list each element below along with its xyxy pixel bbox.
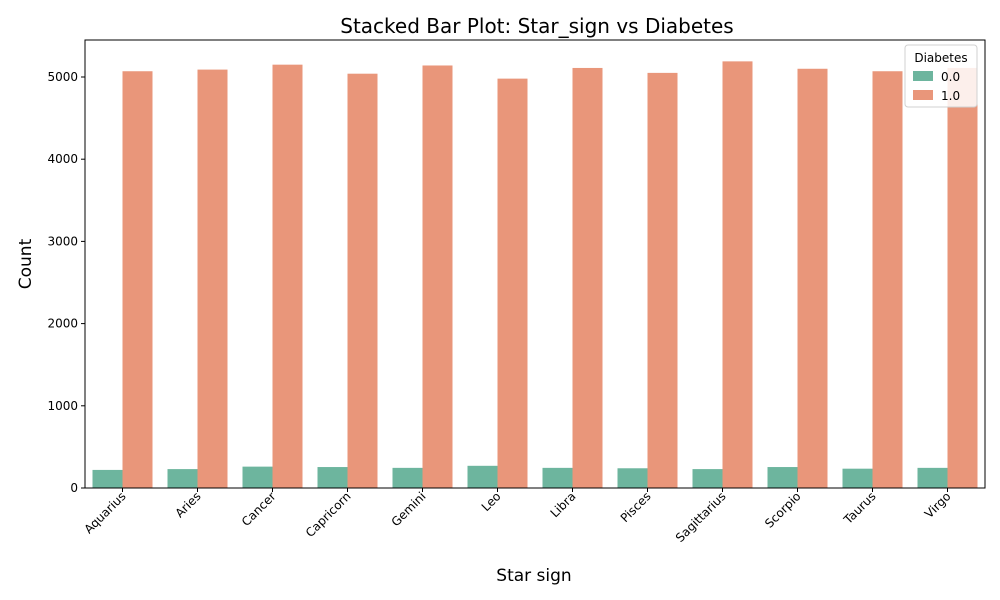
bar-capricorn-series-0 [317, 467, 348, 488]
y-tick-label: 0 [70, 481, 78, 495]
bar-scorpio-series-0 [767, 467, 798, 488]
x-tick-label: Virgo [922, 489, 954, 521]
bar-cancer-series-0 [242, 466, 273, 488]
bar-aquarius-series-1 [122, 71, 153, 489]
x-tick-label: Cancer [239, 489, 279, 529]
x-tick-label: Libra [548, 489, 579, 520]
bar-pisces-series-1 [647, 72, 678, 488]
bar-gemini-series-1 [422, 65, 453, 488]
bar-virgo-series-0 [917, 467, 948, 488]
chart-title: Stacked Bar Plot: Star_sign vs Diabetes [340, 14, 733, 38]
bar-scorpio-series-1 [797, 68, 828, 489]
bar-pisces-series-0 [617, 468, 648, 488]
y-tick-label: 5000 [47, 70, 78, 84]
bar-capricorn-series-1 [347, 73, 378, 488]
legend-swatch [913, 90, 933, 100]
bar-aries-series-1 [197, 69, 228, 488]
x-tick-label: Leo [479, 489, 504, 514]
legend-entry-label: 1.0 [941, 89, 960, 103]
legend-swatch [913, 71, 933, 81]
bar-taurus-series-0 [842, 468, 873, 488]
x-tick-label: Taurus [840, 489, 878, 527]
y-tick-label: 1000 [47, 399, 78, 413]
bar-libra-series-0 [542, 467, 573, 488]
y-tick-label: 3000 [47, 234, 78, 248]
legend: Diabetes 0.0 1.0 [904, 44, 978, 108]
x-tick-label: Gemini [389, 489, 429, 529]
y-tick-label: 4000 [47, 152, 78, 166]
x-tick-label: Aquarius [81, 489, 128, 536]
bar-libra-series-1 [572, 67, 603, 488]
bar-sagittarius-series-0 [692, 469, 723, 488]
legend-entry-label: 0.0 [941, 70, 960, 84]
x-tick-label: Scorpio [762, 489, 804, 531]
plot-frame [84, 39, 986, 489]
bar-leo-series-0 [467, 465, 498, 488]
y-axis-title: Count [16, 238, 36, 289]
x-tick-label: Sagittarius [673, 489, 729, 545]
bar-virgo-series-1 [947, 67, 978, 488]
legend-title: Diabetes [914, 51, 967, 65]
bar-aquarius-series-0 [92, 469, 123, 488]
bar-aries-series-0 [167, 469, 198, 488]
x-tick-label: Capricorn [303, 489, 354, 540]
bar-leo-series-1 [497, 78, 528, 488]
bar-taurus-series-1 [872, 71, 903, 489]
x-tick-label: Aries [172, 489, 203, 520]
x-axis-title: Star sign [496, 566, 571, 586]
bars-layer [92, 61, 978, 489]
bar-gemini-series-0 [392, 467, 423, 488]
y-tick-label: 2000 [47, 317, 78, 331]
bar-sagittarius-series-1 [722, 61, 753, 489]
bar-cancer-series-1 [272, 64, 303, 488]
x-tick-label: Pisces [618, 489, 654, 525]
